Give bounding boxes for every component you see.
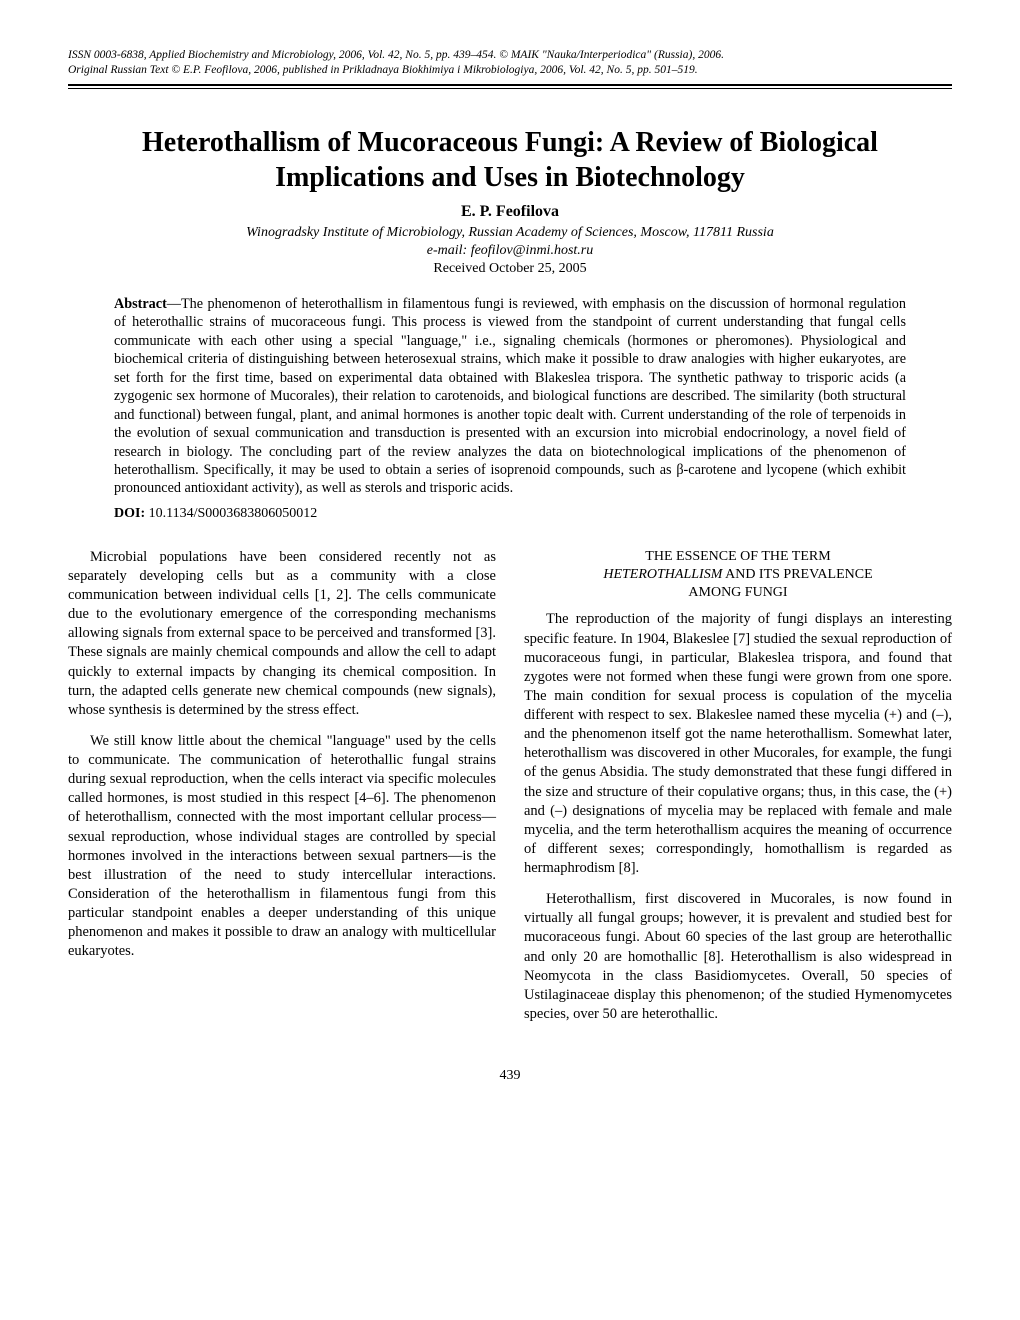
horizontal-rule-thick [68,84,952,86]
abstract-block: Abstract—The phenomenon of heterothallis… [114,295,906,498]
heading-rest: AND ITS PREVALENCE [722,567,872,582]
journal-meta-line1: ISSN 0003-6838, Applied Biochemistry and… [68,48,952,63]
heading-line: THE ESSENCE OF THE TERM [524,548,952,566]
heading-line: AMONG FUNGI [524,584,952,602]
horizontal-rule-thin [68,88,952,89]
body-paragraph: The reproduction of the majority of fung… [524,610,952,878]
two-column-body: Microbial populations have been consider… [68,548,952,1036]
doi-label: DOI: [114,506,145,521]
page-number: 439 [68,1068,952,1084]
abstract-text: —The phenomenon of heterothallism in fil… [114,296,906,497]
affiliation: Winogradsky Institute of Microbiology, R… [68,225,952,241]
body-paragraph: Microbial populations have been consider… [68,548,496,720]
author-name: E. P. Feofilova [68,203,952,221]
left-column: Microbial populations have been consider… [68,548,496,1036]
journal-meta-line2: Original Russian Text © E.P. Feofilova, … [68,63,952,78]
article-title: Heterothallism of Mucoraceous Fungi: A R… [68,125,952,195]
body-paragraph: Heterothallism, first discovered in Muco… [524,890,952,1024]
section-heading: THE ESSENCE OF THE TERM HETEROTHALLISM A… [524,548,952,603]
heading-italic: HETEROTHALLISM [603,567,722,582]
right-column: THE ESSENCE OF THE TERM HETEROTHALLISM A… [524,548,952,1036]
abstract-label: Abstract [114,296,167,312]
body-paragraph: We still know little about the chemical … [68,732,496,962]
doi-block: DOI: 10.1134/S0003683806050012 [114,506,906,522]
email: e-mail: feofilov@inmi.host.ru [68,243,952,259]
received-date: Received October 25, 2005 [68,261,952,277]
journal-meta: ISSN 0003-6838, Applied Biochemistry and… [68,48,952,78]
doi-value: 10.1134/S0003683806050012 [149,506,318,521]
